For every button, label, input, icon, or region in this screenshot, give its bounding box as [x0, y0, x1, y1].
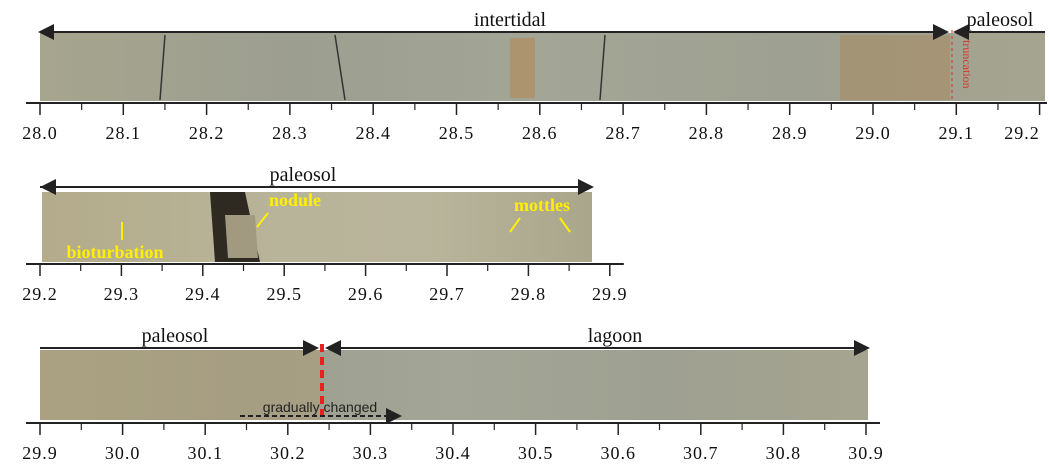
nodule-shape [225, 215, 258, 258]
tick-label: 29.2 [22, 284, 58, 304]
tick-label: 30.5 [518, 443, 554, 463]
tick-label: 28.6 [522, 123, 558, 143]
annotation: gradually changed [263, 399, 377, 415]
tick-label: 30.8 [766, 443, 802, 463]
tick-label: 30.3 [353, 443, 389, 463]
tick-label: 28.4 [355, 123, 391, 143]
tick-label: 29.6 [348, 284, 384, 304]
interval-label: lagoon [588, 325, 642, 347]
annotation: nodule [269, 190, 321, 210]
interval-label: paleosol [270, 164, 337, 186]
tick-label: 30.2 [270, 443, 306, 463]
tick-label: 28.7 [605, 123, 641, 143]
tick-label: 29.2 [1004, 123, 1040, 143]
tick-label: 30.6 [600, 443, 636, 463]
tick-label: 30.9 [848, 443, 884, 463]
interval-label: paleosol [967, 9, 1034, 31]
tick-label: 30.1 [187, 443, 223, 463]
tick-label: 28.1 [106, 123, 142, 143]
annotation: bioturbation [66, 242, 163, 262]
core-stain [840, 35, 950, 100]
interval-label: paleosol [142, 325, 209, 347]
tick-label: 30.0 [105, 443, 141, 463]
tick-label: 29.8 [511, 284, 547, 304]
tick-label: 29.7 [429, 284, 465, 304]
tick-label: 29.4 [185, 284, 221, 304]
tick-label: 29.3 [104, 284, 140, 304]
tick-label: 28.2 [189, 123, 225, 143]
core-stain [510, 38, 535, 98]
tick-label: 28.5 [439, 123, 475, 143]
tick-label: 30.7 [683, 443, 719, 463]
tick-label: 29.9 [22, 443, 58, 463]
tick-label: 29.0 [855, 123, 891, 143]
figure: intertidal paleosol truncation paleosol … [0, 0, 1049, 466]
tick-label: 28.0 [22, 123, 58, 143]
tick-label: 29.5 [266, 284, 302, 304]
tick-label: 28.9 [772, 123, 808, 143]
interval-label: intertidal [474, 9, 547, 31]
tick-label: 29.9 [592, 284, 628, 304]
tick-label: 28.3 [272, 123, 308, 143]
tick-label: 29.1 [939, 123, 975, 143]
annotation: mottles [514, 195, 570, 215]
annotation: truncation [960, 40, 974, 89]
tick-label: 28.8 [689, 123, 725, 143]
tick-label: 30.4 [435, 443, 471, 463]
